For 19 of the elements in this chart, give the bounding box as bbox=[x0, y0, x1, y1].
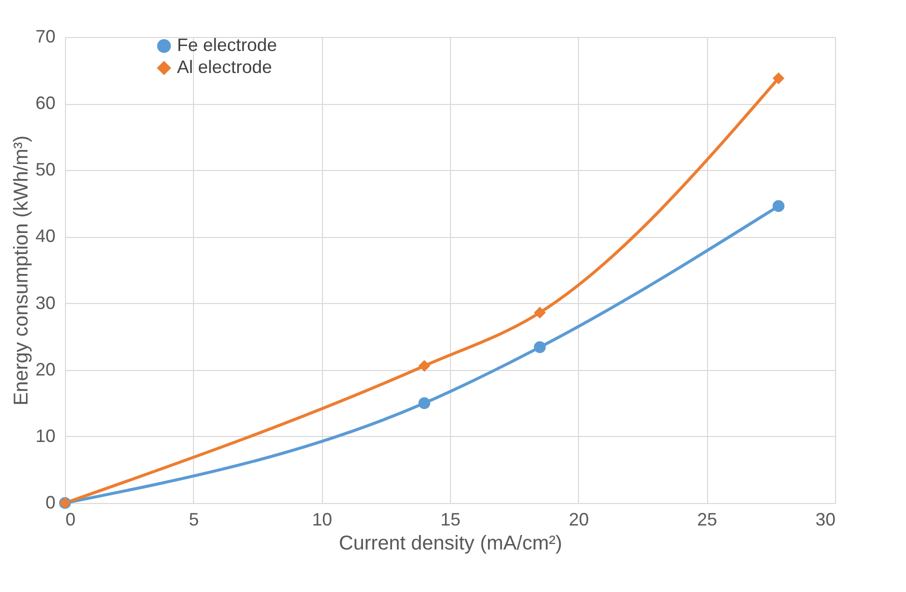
x-tick-label: 30 bbox=[815, 510, 836, 530]
legend-label: Fe electrode bbox=[177, 35, 278, 55]
y-axis-title: Energy consumption (kWh/m³) bbox=[10, 135, 32, 406]
y-tick-label: 30 bbox=[35, 292, 56, 313]
x-tick-label: 15 bbox=[440, 510, 461, 530]
y-tick-label: 70 bbox=[35, 26, 56, 46]
legend-label: Al electrode bbox=[177, 57, 272, 77]
x-tick-label: 10 bbox=[312, 510, 332, 530]
y-tick-label: 40 bbox=[35, 226, 56, 246]
y-tick-label: 0 bbox=[45, 492, 56, 512]
y-tick-label: 60 bbox=[35, 93, 56, 114]
x-axis-title: Current density (mA/cm²) bbox=[338, 532, 562, 554]
x-tick-label: 0 bbox=[66, 510, 76, 530]
y-tick-label: 20 bbox=[35, 359, 56, 380]
x-tick-label: 25 bbox=[697, 510, 718, 530]
x-tick-label: 20 bbox=[568, 510, 589, 530]
y-tick-label: 50 bbox=[35, 160, 56, 180]
y-tick-label: 10 bbox=[35, 426, 56, 446]
x-tick-label: 5 bbox=[188, 510, 199, 530]
